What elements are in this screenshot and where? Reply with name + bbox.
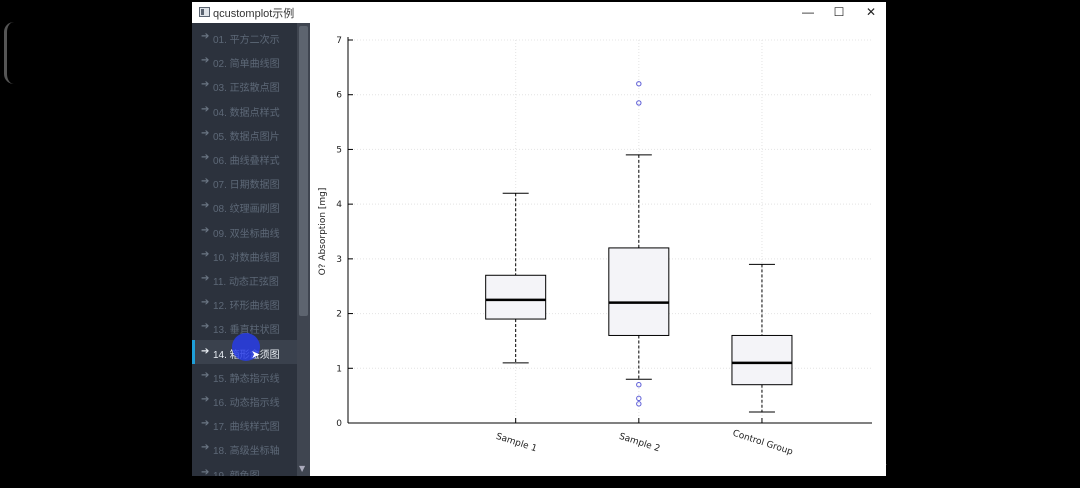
side-bracket-decoration [4,22,17,84]
arrow-right-icon: ➔ [201,273,210,284]
outlier-point [636,382,642,388]
outlier-point [636,100,642,106]
outlier-point [636,401,642,407]
sidebar-item-label: 08. 纹理画刷图 [213,204,280,216]
box-plot-chart: 0 1 2 3 4 5 6 7 O? Absorption [mg] Sample 1 Sample… [318,36,872,458]
sidebar-item-label: 02. 简单曲线图 [213,59,280,71]
sidebar-item[interactable]: ➔ 12. 环形曲线图 [192,291,297,315]
sidebar-item-label: 17. 曲线样式图 [213,422,280,434]
sidebar-item[interactable]: ➔ 16. 动态指示线 [192,388,297,412]
y-tick-label: 5 [336,145,342,155]
sidebar-item-label: 12. 环形曲线图 [213,301,280,313]
title-bar: qcustomplot示例 — ☐ ✕ [192,2,886,23]
arrow-right-icon: ➔ [201,321,210,333]
x-tick-label: Sample 1 [495,432,538,455]
sidebar-item[interactable]: ➔ 15. 静态指示线 [192,364,297,388]
window-title: qcustomplot示例 [213,8,295,20]
x-tick-label: Sample 2 [618,432,661,455]
sidebar-item[interactable]: ➔ 10. 对数曲线图 [192,243,297,267]
sidebar-item-label: 16. 动态指示线 [213,398,280,409]
cursor-highlight [232,333,260,361]
close-button[interactable]: ✕ [865,5,877,19]
sidebar-item[interactable]: ➔ 05. 数据点图片 [192,122,297,146]
app-icon [199,7,210,17]
arrow-right-icon: ➔ [201,200,210,212]
minimize-button[interactable]: — [802,5,814,19]
arrow-right-icon: ➔ [201,103,210,115]
axes: 0 1 2 3 4 5 6 7 O? Absorption [mg] Sample 1 Sample… [318,36,872,458]
sidebar-item-label: 18. 高级坐标轴 [213,446,280,458]
arrow-right-icon: ➔ [201,127,210,139]
outlier-point [636,395,642,402]
sidebar-item[interactable]: ➔ 18. 高级坐标轴 [192,436,297,460]
sidebar-item-label: 04. 数据点样式 [213,107,280,119]
arrow-right-icon: ➔ [201,394,210,405]
sidebar-item-label: 03. 正弦散点图 [213,83,280,95]
sidebar-item-label: 13. 垂直柱状图 [213,325,280,337]
sidebar-item-label: 09. 双坐标曲线 [213,228,280,240]
maximize-button[interactable]: ☐ [833,5,845,19]
box [608,247,670,336]
sidebar-item[interactable]: ➔ 03. 正弦散点图 [192,73,297,97]
y-axis-label: O? Absorption [mg] [318,188,328,276]
arrow-right-icon: ➔ [201,31,210,42]
sidebar-item-label: 06. 曲线叠样式 [213,156,280,167]
x-tick-label: Control Group [731,429,794,458]
arrow-right-icon: ➔ [201,345,210,357]
arrow-right-icon: ➔ [201,152,210,163]
sidebar-scrollbar[interactable]: ▼ [297,23,310,476]
y-tick-label: 2 [336,310,342,320]
sidebar-item[interactable]: ➔ 11. 动态正弦图 [192,267,297,291]
sidebar-item[interactable]: ➔ 17. 曲线样式图 [192,412,297,436]
y-tick-label: 4 [336,200,342,210]
sidebar-item[interactable]: ➔19. 颜色图 [192,461,297,476]
y-tick-label: 3 [336,255,342,265]
arrow-right-icon: ➔ [201,55,210,67]
sidebar-item[interactable]: ➔ 04. 数据点样式 [192,98,297,122]
sidebar-item[interactable]: ➔ 01. 平方二次示 [192,25,297,49]
sidebar-item-label: 15. 静态指示线 [213,373,280,385]
arrow-right-icon: ➔ [201,418,210,430]
arrow-right-icon: ➔ [201,248,210,260]
sidebar-item[interactable]: ➔ 02. 简单曲线图 [192,49,297,73]
sidebar-item[interactable]: ➔ 07. 日期数据图 [192,170,297,194]
y-tick-label: 0 [336,419,342,429]
plot-area: 0 1 2 3 4 5 6 7 O? Absorption [mg] Sample 1 Sample… [310,23,886,476]
outlier-point [636,81,642,87]
app-window: qcustomplot示例 — ☐ ✕ ➔ 01. 平方二次示 ➔ 02. 简单曲线图… [192,2,886,476]
sidebar-item-label: 07. 日期数据图 [213,180,280,192]
sidebar-item-label: 01. 平方二次示 [213,35,280,46]
y-tick-label: 1 [336,364,342,374]
sidebar-item-label: 05. 数据点图片 [213,131,280,143]
arrow-right-icon: ➔ [201,176,210,188]
demo-nav-sidebar: ➔ 01. 平方二次示 ➔ 02. 简单曲线图 ➔ 03. 正弦散点图 ➔ 04. 数据点样式… [192,23,310,476]
mouse-pointer-icon: ➤ [251,348,261,361]
grid-lines [348,39,872,423]
arrow-right-icon: ➔ [201,297,210,309]
sidebar-item[interactable]: ➔ 06. 曲线叠样式 [192,146,297,170]
scroll-down-icon[interactable]: ▼ [299,464,306,473]
sidebar-item-label: 11. 动态正弦图 [213,277,279,288]
arrow-right-icon: ➔ [201,442,210,454]
scrollbar-thumb[interactable] [299,26,308,316]
sidebar-item[interactable]: ➔ 13. 垂直柱状图 [192,315,297,339]
arrow-right-icon: ➔ [201,466,210,476]
arrow-right-icon: ➔ [201,79,210,91]
arrow-right-icon: ➔ [201,224,210,236]
box [485,274,547,320]
arrow-right-icon: ➔ [201,369,210,381]
box [731,334,793,386]
sidebar-item[interactable]: ➔ 08. 纹理画刷图 [192,194,297,218]
box-series [485,81,793,413]
y-tick-label: 7 [336,36,342,46]
sidebar-item-label: 19. 颜色图 [213,467,260,476]
sidebar-item-label: 10. 对数曲线图 [213,252,280,264]
sidebar-item[interactable]: ➔ 09. 双坐标曲线 [192,219,297,243]
y-tick-label: 6 [336,91,342,101]
